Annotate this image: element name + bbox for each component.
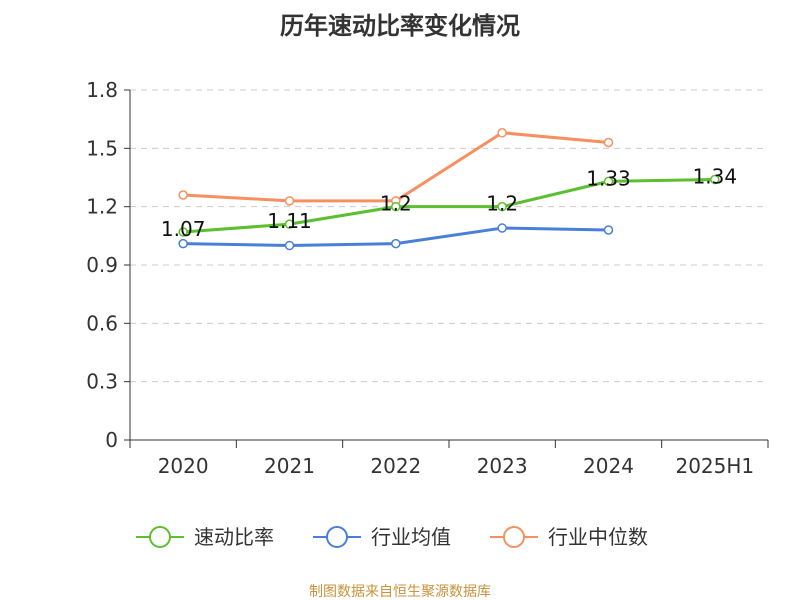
data-point [391,238,401,249]
series-line [183,177,715,234]
y-tick-label: 0.9 [86,253,118,277]
y-tick-label: 1.5 [86,136,118,160]
chart-title: 历年速动比率变化情况 [280,12,520,40]
axis-layer: 0 0.3 0.6 0.9 1.2 1.5 1.8 2020 2021 2022 2023 2024 2… [86,78,769,478]
y-tick-label: 1.2 [86,195,118,219]
legend-label: 速动比率 [194,525,274,549]
data-point [178,190,188,200]
data-point [710,174,720,185]
data-label-layer: 1.07 1.11 1.2 1.2 1.33 1.34 [161,164,737,241]
x-tick-label: 2023 [477,454,528,478]
series-line [183,131,609,203]
data-label: 1.2 [486,192,518,216]
x-tick-label: 2020 [158,454,209,478]
data-point [178,238,188,249]
data-label: 1.11 [267,209,312,233]
x-tick-label: 2021 [264,454,315,478]
data-point [497,201,507,212]
y-tick-label: 1.8 [86,78,118,102]
data-point [603,225,614,235]
y-tick-label: 0 [105,428,118,452]
legend-label: 行业中位数 [548,525,648,549]
legend-label: 行业均值 [371,525,451,549]
source-note: 制图数据来自恒生聚源数据库 [309,584,491,600]
y-tick-label: 0.3 [86,370,118,394]
data-point [497,128,507,138]
data-point [497,223,507,233]
data-point [603,137,614,148]
data-label: 1.2 [380,192,412,216]
data-point [178,227,188,237]
legend-marker [149,526,171,548]
legend: 速动比率 行业均值 行业中位数 [136,525,648,549]
series-layer [178,128,720,251]
legend-marker [326,526,348,548]
legend-marker [503,526,525,548]
x-tick-label: 2025H1 [675,454,754,478]
data-point [284,219,295,229]
x-tick-label: 2022 [370,454,421,478]
data-label: 1.33 [586,166,631,190]
data-point [391,201,401,212]
data-point [284,196,295,206]
data-label: 1.07 [161,217,206,241]
y-tick-label: 0.6 [86,311,118,335]
data-label: 1.34 [693,164,738,188]
data-point [603,176,614,187]
data-point [284,240,295,251]
x-tick-label: 2024 [583,454,634,478]
